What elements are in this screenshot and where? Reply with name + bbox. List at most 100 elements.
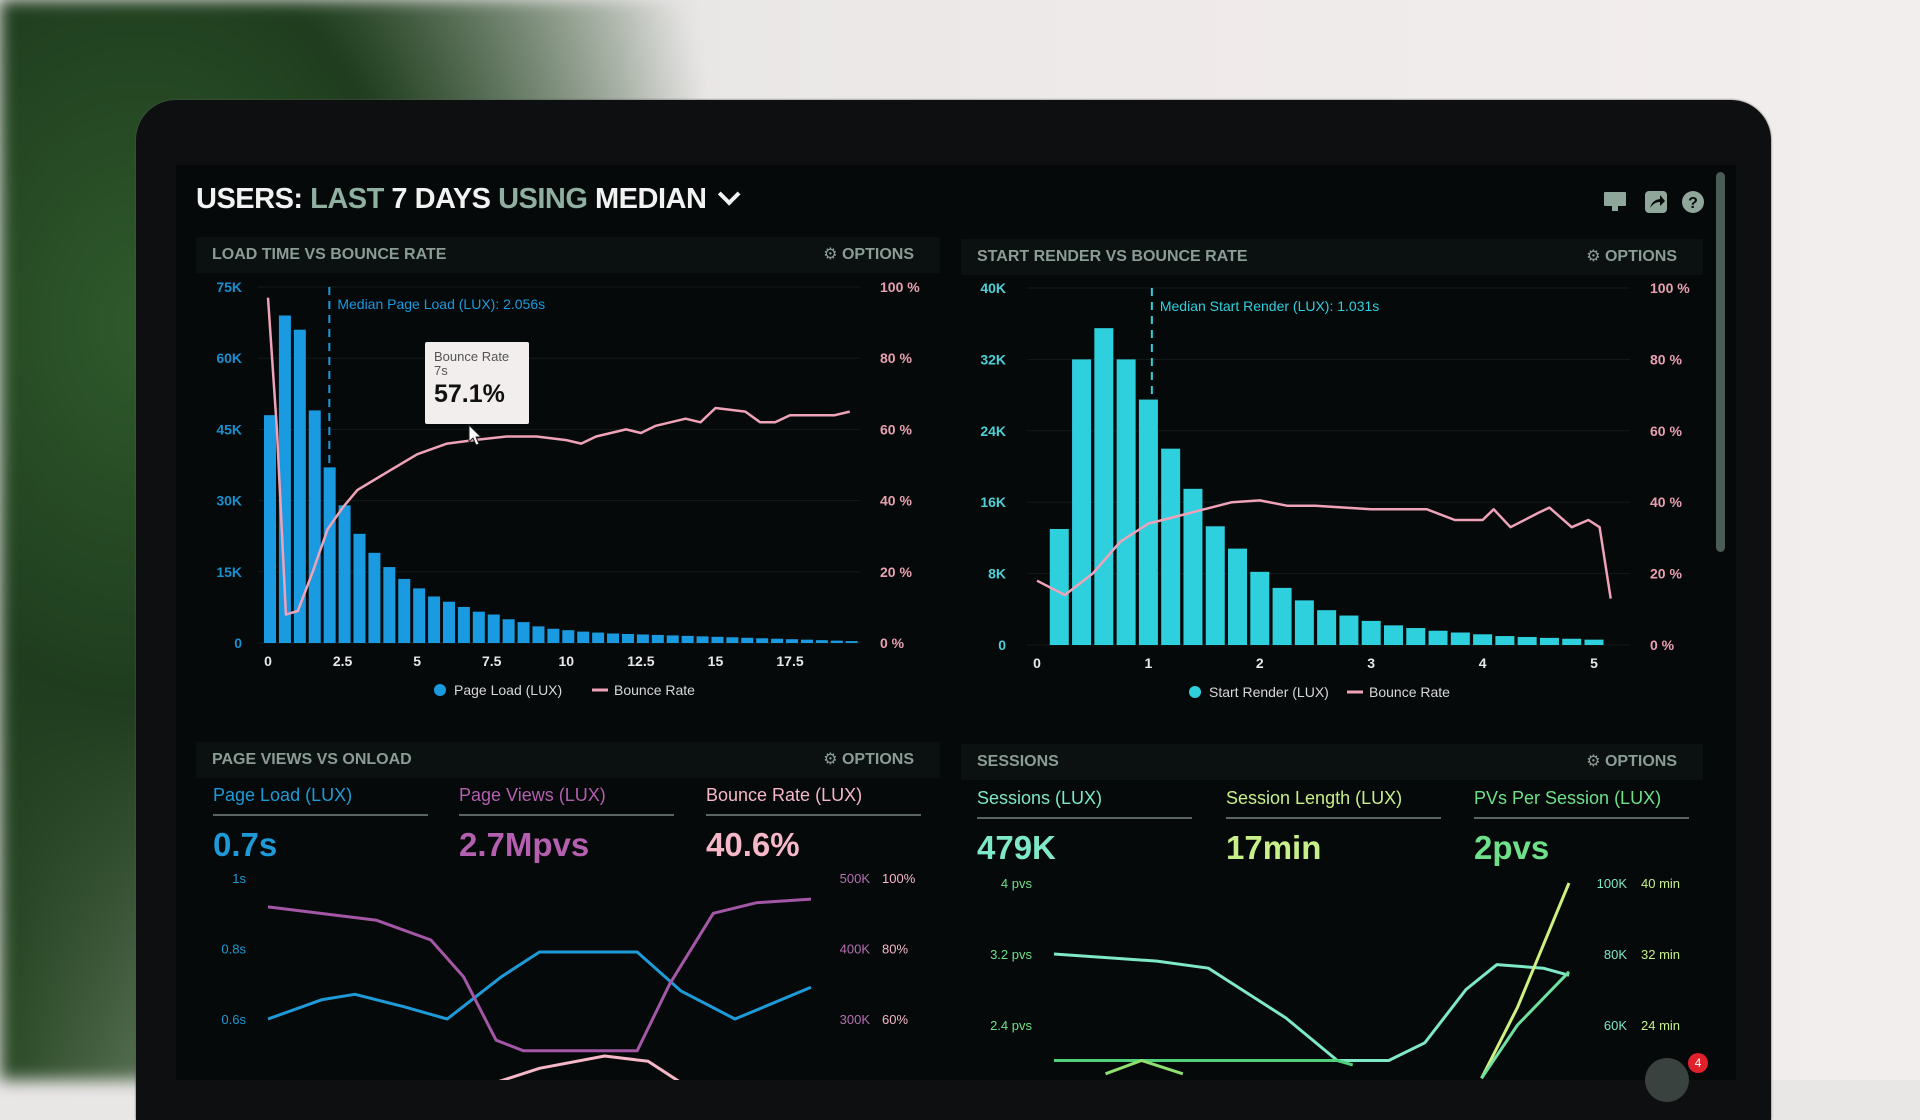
chat-button[interactable] <box>1645 1058 1689 1102</box>
bar[interactable] <box>1272 587 1292 645</box>
bar[interactable] <box>487 614 500 643</box>
bar[interactable] <box>308 410 321 643</box>
bar[interactable] <box>278 315 291 643</box>
bar[interactable] <box>711 636 724 643</box>
bar[interactable] <box>1183 488 1203 645</box>
bar[interactable] <box>398 578 411 643</box>
bar[interactable] <box>845 641 858 643</box>
bar[interactable] <box>457 606 470 643</box>
y-left-tick: 40K <box>980 280 1006 296</box>
bar[interactable] <box>413 588 426 643</box>
bar[interactable] <box>651 634 664 643</box>
panel-title: PAGE VIEWS VS ONLOAD <box>212 751 412 768</box>
bar[interactable] <box>815 640 828 643</box>
bar[interactable] <box>428 596 441 643</box>
series-line[interactable] <box>1054 1059 1354 1067</box>
bar[interactable] <box>636 634 649 643</box>
y-left-tick: 30K <box>216 493 242 509</box>
series-line[interactable] <box>1480 970 1571 1080</box>
options-button[interactable]: ⚙ OPTIONS <box>1586 239 1677 275</box>
bar[interactable] <box>577 631 590 643</box>
bar[interactable] <box>547 628 560 643</box>
metric-label: Session Length (LUX) <box>1226 788 1441 819</box>
bar[interactable] <box>1473 634 1493 645</box>
bar[interactable] <box>1250 571 1270 645</box>
bar[interactable] <box>607 633 620 643</box>
bar[interactable] <box>1317 610 1337 645</box>
series-line[interactable] <box>1104 1059 1184 1076</box>
bar[interactable] <box>264 415 276 643</box>
metric-label: PVs Per Session (LUX) <box>1474 788 1689 819</box>
bar[interactable] <box>696 636 709 643</box>
bar[interactable] <box>666 635 679 643</box>
share-icon[interactable] <box>1643 190 1669 216</box>
bar[interactable] <box>517 622 530 643</box>
x-tick: 1 <box>1145 655 1153 671</box>
bar[interactable] <box>1228 548 1248 645</box>
bar[interactable] <box>562 630 575 643</box>
options-button[interactable]: ⚙ OPTIONS <box>1586 744 1677 780</box>
options-button[interactable]: ⚙ OPTIONS <box>823 237 914 273</box>
series-line[interactable] <box>474 1054 691 1080</box>
bar[interactable] <box>1406 628 1426 645</box>
bounce-rate-line[interactable] <box>1036 499 1612 599</box>
series-line[interactable] <box>1053 952 1570 1062</box>
title-stat[interactable]: MEDIAN <box>595 183 707 215</box>
metric-value: 479K <box>977 829 1056 866</box>
y-left-tick: 16K <box>980 494 1006 510</box>
bar[interactable] <box>1049 528 1069 645</box>
scrollbar[interactable] <box>1716 172 1725 552</box>
bar[interactable] <box>592 632 605 643</box>
bar[interactable] <box>1161 448 1181 645</box>
bar[interactable] <box>1584 639 1604 645</box>
bar[interactable] <box>1138 399 1158 645</box>
page-title[interactable]: USERS: LAST 7 DAYS USING MEDIAN <box>196 183 741 216</box>
series-line[interactable] <box>267 950 812 1021</box>
bar[interactable] <box>1094 328 1114 645</box>
bar[interactable] <box>502 619 515 643</box>
bar[interactable] <box>472 611 485 643</box>
help-icon[interactable]: ? <box>1680 190 1706 216</box>
bar[interactable] <box>383 567 396 643</box>
bar[interactable] <box>741 637 754 643</box>
bar[interactable] <box>1562 638 1582 645</box>
series-line[interactable] <box>267 897 812 1053</box>
bar[interactable] <box>1495 636 1515 645</box>
bar[interactable] <box>756 638 769 643</box>
legend-marker <box>434 684 446 696</box>
bar[interactable] <box>1428 630 1448 645</box>
y-left-tick: 0 <box>234 635 242 651</box>
bar[interactable] <box>771 638 784 643</box>
bar[interactable] <box>442 601 455 643</box>
bar[interactable] <box>621 633 634 643</box>
bar[interactable] <box>353 533 366 643</box>
y-right-tick: 60K <box>1604 1018 1627 1033</box>
bar[interactable] <box>338 505 351 643</box>
monitor-icon[interactable] <box>1602 190 1628 216</box>
bar[interactable] <box>368 552 381 643</box>
bar[interactable] <box>1116 359 1136 645</box>
series-line[interactable] <box>1480 882 1571 1079</box>
panel-header-load: LOAD TIME VS BOUNCE RATE ⚙ OPTIONS <box>196 237 940 273</box>
bar[interactable] <box>786 639 799 643</box>
bar[interactable] <box>1361 620 1381 645</box>
bar[interactable] <box>1205 526 1225 645</box>
bar[interactable] <box>1339 615 1359 645</box>
title-range[interactable]: 7 DAYS <box>391 183 491 215</box>
bar[interactable] <box>1072 359 1092 645</box>
bar[interactable] <box>726 637 739 643</box>
bar[interactable] <box>681 635 694 643</box>
y-left-tick: 32K <box>980 351 1006 367</box>
bar[interactable] <box>293 329 306 643</box>
bar[interactable] <box>830 640 843 643</box>
options-label: OPTIONS <box>1604 248 1677 265</box>
bar[interactable] <box>1383 625 1403 645</box>
bar[interactable] <box>1539 637 1559 645</box>
bar[interactable] <box>1450 632 1470 645</box>
bar[interactable] <box>532 626 545 643</box>
bar[interactable] <box>800 639 813 643</box>
bar[interactable] <box>1294 600 1314 645</box>
bounce-rate-line[interactable] <box>266 297 850 616</box>
bar[interactable] <box>1517 636 1537 645</box>
options-button[interactable]: ⚙ OPTIONS <box>823 742 914 778</box>
